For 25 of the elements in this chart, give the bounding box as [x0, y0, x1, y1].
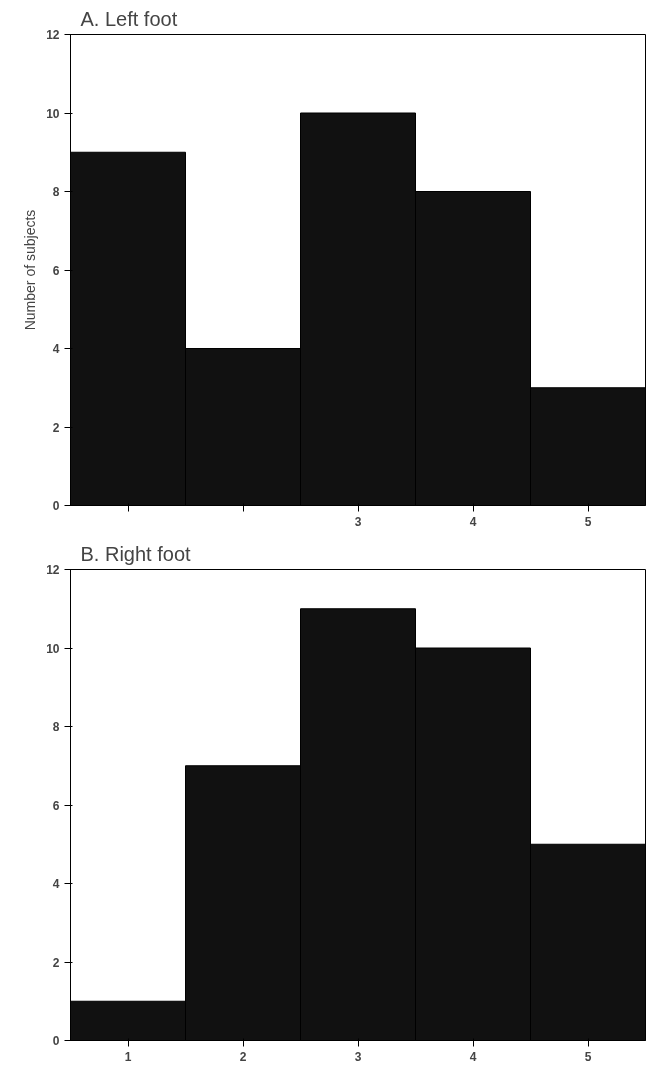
chart-title: A. Left foot	[80, 7, 178, 30]
y-tick-label: 12	[46, 563, 60, 577]
y-axis-title: Number of subjects	[22, 209, 39, 331]
x-tick-label: 5	[584, 514, 592, 529]
y-tick-label: 0	[52, 499, 60, 513]
y-tick-label: 12	[46, 28, 60, 42]
x-tick-label: 3	[354, 1049, 362, 1064]
x-tick-label: 4	[469, 514, 477, 529]
y-tick-label: 0	[52, 1034, 60, 1048]
y-tick-label: 8	[52, 720, 60, 734]
y-tick-label: 6	[52, 263, 60, 278]
y-tick-label: 4	[52, 877, 60, 891]
y-tick-label: 8	[52, 185, 60, 199]
x-tick-label: 3	[354, 514, 362, 529]
y-tick-label: 2	[52, 420, 60, 435]
y-tick-label: 6	[52, 798, 60, 813]
x-tick-label: 5	[584, 1049, 592, 1064]
x-tick-label: 2	[239, 1049, 247, 1064]
x-tick-label: 4	[469, 1049, 477, 1064]
y-tick-label: 2	[52, 955, 60, 970]
y-tick-label: 10	[46, 641, 60, 656]
x-tick-label: 1	[124, 1049, 132, 1064]
y-tick-label: 10	[46, 106, 60, 121]
y-tick-label: 4	[52, 342, 60, 356]
chart-title: B. Right foot	[80, 542, 191, 565]
